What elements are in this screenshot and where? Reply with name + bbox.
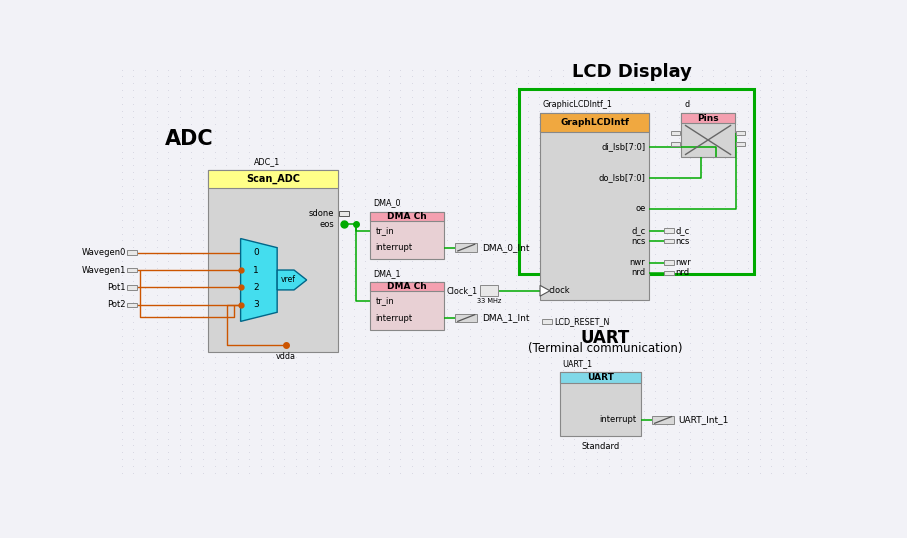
Text: ncs: ncs — [631, 237, 646, 245]
Text: DMA_0_Int: DMA_0_Int — [482, 243, 529, 252]
Text: d: d — [684, 100, 689, 109]
Text: clock: clock — [549, 286, 571, 295]
Text: GraphLCDIntf: GraphLCDIntf — [560, 118, 629, 128]
Text: interrupt: interrupt — [375, 314, 413, 322]
Bar — [736, 141, 745, 146]
Text: DMA_1: DMA_1 — [373, 269, 400, 278]
Text: nrd: nrd — [631, 268, 646, 278]
Bar — [652, 416, 674, 424]
Bar — [519, 89, 755, 274]
Text: do_lsb[7:0]: do_lsb[7:0] — [599, 173, 646, 182]
Bar — [671, 131, 680, 136]
Text: UART: UART — [587, 373, 614, 382]
Text: (Terminal communication): (Terminal communication) — [528, 342, 683, 355]
Bar — [127, 250, 137, 255]
Text: DMA_1_Int: DMA_1_Int — [482, 314, 529, 322]
Bar — [127, 302, 137, 307]
Bar — [542, 319, 552, 324]
Text: DMA Ch: DMA Ch — [387, 282, 426, 291]
Bar — [209, 170, 338, 188]
Text: eos: eos — [319, 220, 334, 229]
Bar — [209, 170, 338, 352]
Bar — [736, 131, 745, 136]
Bar — [665, 239, 674, 243]
Text: Scan_ADC: Scan_ADC — [247, 174, 300, 185]
Text: UART_Int_1: UART_Int_1 — [678, 415, 729, 424]
Text: Pot1: Pot1 — [108, 283, 126, 292]
Text: Standard: Standard — [581, 442, 619, 451]
Text: UART: UART — [580, 329, 630, 347]
Bar — [671, 141, 680, 146]
Bar — [455, 244, 477, 252]
Bar — [665, 260, 674, 265]
Text: vref: vref — [281, 275, 296, 285]
Bar — [455, 314, 477, 322]
Text: ncs: ncs — [676, 237, 690, 245]
Bar — [665, 229, 674, 233]
Bar — [540, 114, 649, 132]
Text: Pins: Pins — [697, 114, 719, 123]
Bar — [560, 372, 640, 384]
Text: tr_in: tr_in — [375, 296, 395, 306]
Bar — [681, 114, 735, 123]
Bar — [370, 282, 444, 291]
Text: LCD_RESET_N: LCD_RESET_N — [554, 317, 610, 326]
Text: UART_1: UART_1 — [562, 359, 592, 368]
Bar — [370, 282, 444, 330]
Bar — [681, 114, 735, 157]
Text: GraphicLCDIntf_1: GraphicLCDIntf_1 — [543, 100, 613, 109]
Text: LCD Display: LCD Display — [572, 63, 692, 81]
Bar — [339, 211, 348, 216]
Text: d_c: d_c — [676, 226, 690, 235]
Text: tr_in: tr_in — [375, 226, 395, 235]
Text: 2: 2 — [253, 283, 258, 292]
Text: Wavegen0: Wavegen0 — [82, 248, 126, 257]
Text: nwr: nwr — [676, 258, 691, 267]
Text: Pot2: Pot2 — [108, 300, 126, 309]
Text: sdone: sdone — [308, 209, 334, 218]
Text: vdda: vdda — [276, 352, 296, 360]
Bar — [481, 285, 498, 296]
Text: 0: 0 — [253, 248, 258, 257]
Bar — [370, 211, 444, 221]
Text: nwr: nwr — [629, 258, 646, 267]
Polygon shape — [240, 238, 278, 321]
Text: 3: 3 — [253, 300, 258, 309]
Bar — [127, 285, 137, 289]
Text: d_c: d_c — [631, 226, 646, 235]
Text: 1: 1 — [253, 266, 258, 274]
Text: Clock_1: Clock_1 — [446, 286, 477, 295]
Text: DMA_0: DMA_0 — [373, 199, 400, 208]
Text: di_lsb[7:0]: di_lsb[7:0] — [601, 142, 646, 151]
Polygon shape — [540, 285, 550, 296]
Text: interrupt: interrupt — [375, 243, 413, 252]
Bar — [127, 268, 137, 272]
Text: oe: oe — [635, 204, 646, 213]
Text: Wavegen1: Wavegen1 — [82, 266, 126, 274]
Bar — [560, 372, 640, 436]
Bar — [665, 271, 674, 275]
Text: 33 MHz: 33 MHz — [477, 298, 502, 304]
Bar — [540, 114, 649, 300]
Text: DMA Ch: DMA Ch — [387, 211, 426, 221]
Text: ADC_1: ADC_1 — [254, 157, 279, 166]
Bar — [370, 211, 444, 259]
Text: interrupt: interrupt — [600, 415, 637, 424]
Text: nrd: nrd — [676, 268, 690, 278]
Text: ADC: ADC — [165, 130, 214, 150]
Polygon shape — [278, 270, 307, 290]
